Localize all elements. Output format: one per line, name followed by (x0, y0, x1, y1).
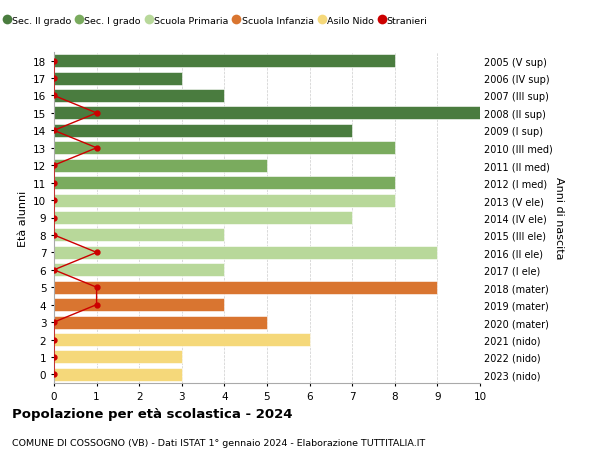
Bar (54, 159, 267, 173)
Bar (54, 229, 224, 242)
Bar (54, 281, 437, 294)
Text: Popolazione per età scolastica - 2024: Popolazione per età scolastica - 2024 (12, 407, 293, 420)
Bar (54, 194, 395, 207)
Bar (54, 55, 395, 68)
Bar (54, 333, 310, 346)
Legend: Sec. II grado, Sec. I grado, Scuola Primaria, Scuola Infanzia, Asilo Nido, Stran: Sec. II grado, Sec. I grado, Scuola Prim… (1, 13, 431, 29)
Bar (54, 177, 395, 190)
Y-axis label: Età alunni: Età alunni (17, 190, 28, 246)
Bar (54, 368, 182, 381)
Text: COMUNE DI COSSOGNO (VB) - Dati ISTAT 1° gennaio 2024 - Elaborazione TUTTITALIA.I: COMUNE DI COSSOGNO (VB) - Dati ISTAT 1° … (12, 438, 425, 448)
Bar (54, 298, 224, 312)
Bar (54, 124, 352, 138)
Y-axis label: Anni di nascita: Anni di nascita (554, 177, 564, 259)
Bar (54, 246, 437, 259)
Bar (54, 107, 480, 120)
Bar (54, 73, 182, 85)
Bar (54, 212, 352, 224)
Bar (54, 263, 224, 277)
Bar (54, 316, 267, 329)
Bar (54, 90, 224, 103)
Bar (54, 142, 395, 155)
Bar (54, 351, 182, 364)
